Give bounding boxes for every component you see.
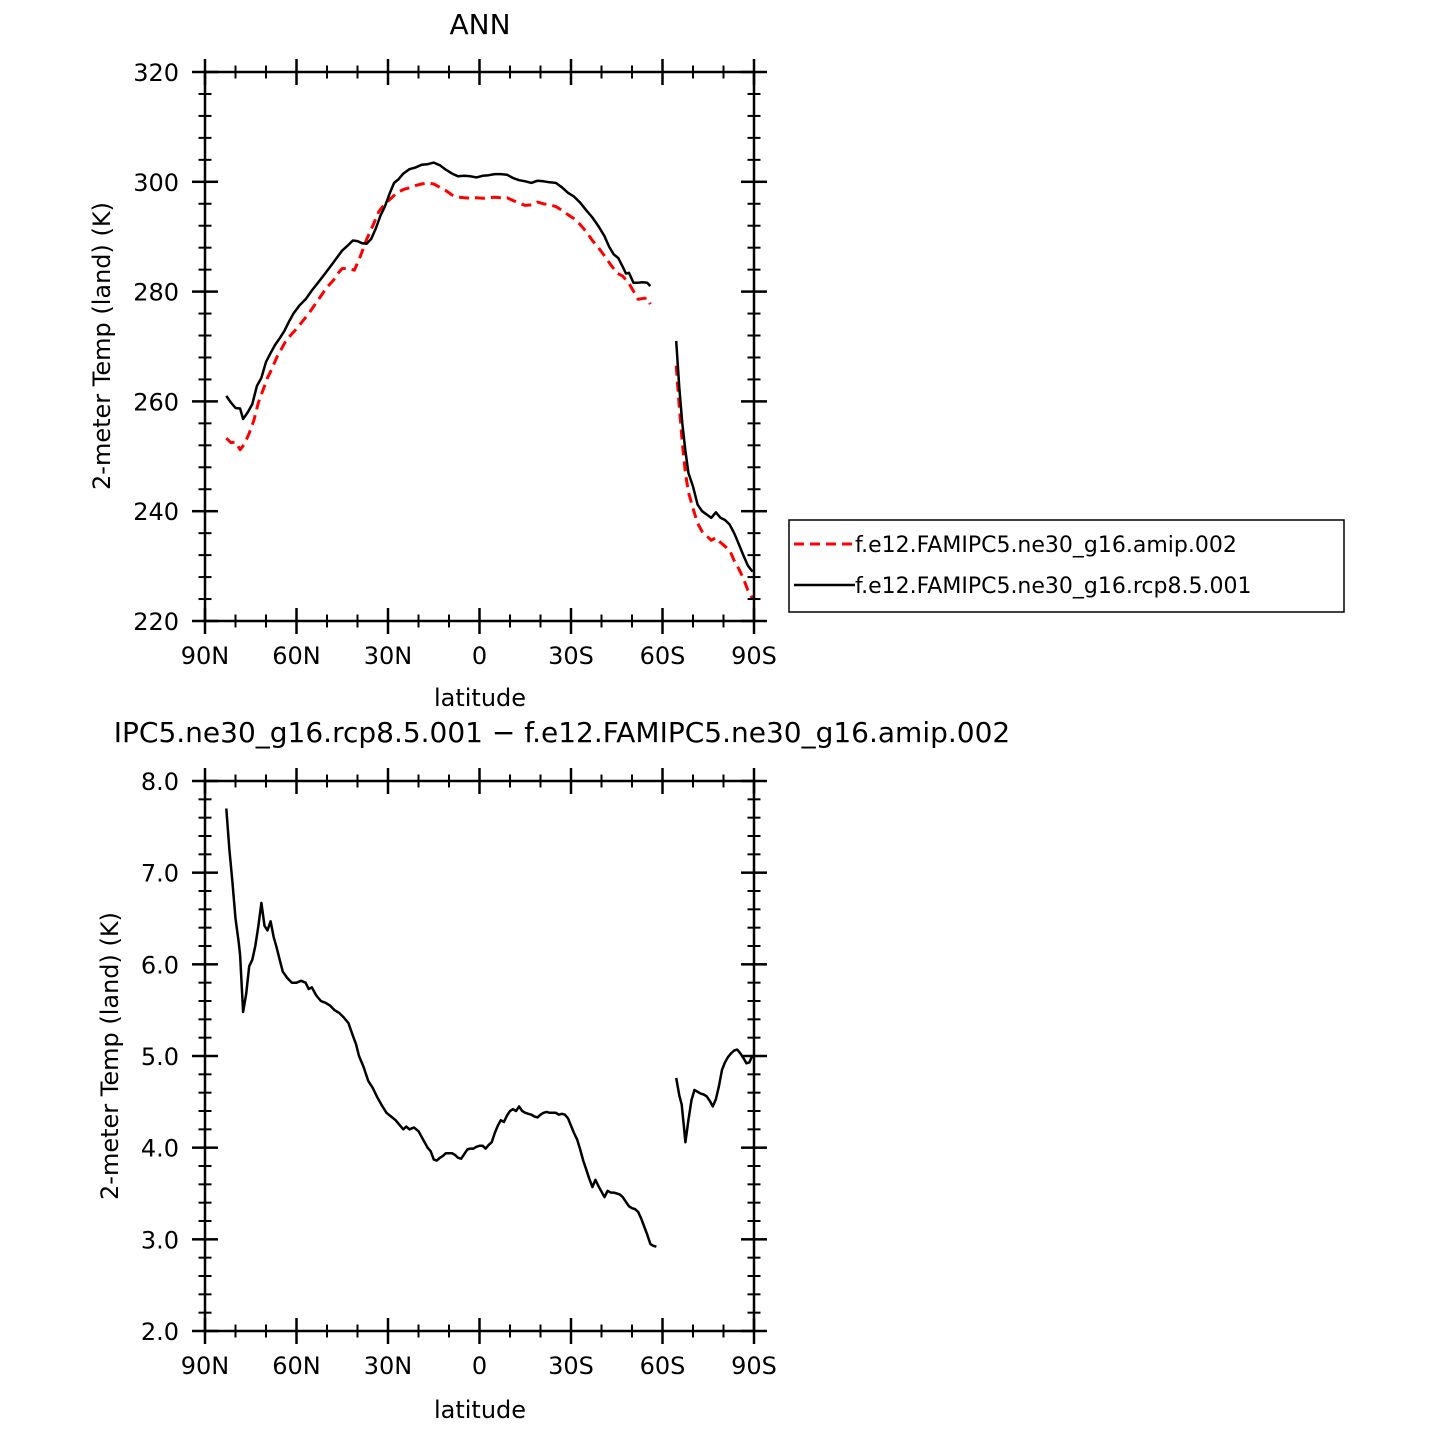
top-x-axis-label: latitude [434, 684, 526, 712]
bottom-y-tick-label: 4.0 [141, 1135, 179, 1163]
temperature-panel: ANN 90N 60N 30N 0 30S 60S 90S 220 240 260 280 300 32… [88, 8, 1345, 712]
top-y-tick-label: 300 [133, 169, 179, 197]
bottom-x-tick-label: 90S [731, 1352, 777, 1380]
top-series-1-line-segment-0 [225, 161, 652, 421]
top-x-tick-label: 30N [364, 642, 413, 670]
bottom-x-tick-label: 0 [472, 1352, 487, 1380]
bottom-y-tick-label: 7.0 [141, 860, 179, 888]
top-series-layer [225, 161, 754, 600]
top-x-tick-label: 90S [731, 642, 777, 670]
top-plot-frame [203, 70, 756, 623]
bottom-ticks-layer: 90N 60N 30N 0 30S 60S 90S 2.0 3.0 4.0 5.0 6.0 7.0 8.0 [141, 768, 777, 1380]
bottom-x-tick-label: 30S [548, 1352, 594, 1380]
top-series-0-line-segment-0 [225, 181, 652, 452]
top-y-tick-label: 280 [133, 279, 179, 307]
top-series-1-line-segment-1 [674, 340, 754, 573]
bottom-y-axis-label: 2-meter Temp (land) (K) [96, 912, 124, 1200]
top-x-tick-label: 30S [548, 642, 594, 670]
bottom-series-0-line-segment-1 [674, 1048, 754, 1144]
bottom-x-tick-label: 60N [272, 1352, 321, 1380]
top-y-tick-label: 240 [133, 498, 179, 526]
top-series-0-line-segment-1 [674, 365, 754, 600]
top-ticks-layer: 90N 60N 30N 0 30S 60S 90S 220 240 260 280 300 320 [133, 59, 777, 670]
bottom-y-tick-label: 6.0 [141, 951, 179, 979]
bottom-y-tick-label: 2.0 [141, 1318, 179, 1346]
bottom-y-tick-label: 5.0 [141, 1043, 179, 1071]
bottom-x-tick-label: 60S [640, 1352, 686, 1380]
legend-box [788, 519, 1345, 613]
difference-panel: IPC5.ne30_g16.rcp8.5.001 − f.e12.FAMIPC5… [96, 716, 1010, 1424]
legend: f.e12.FAMIPC5.ne30_g16.amip.002 f.e12.FA… [788, 519, 1345, 613]
legend-label-amip: f.e12.FAMIPC5.ne30_g16.amip.002 [855, 533, 1237, 558]
bottom-chart-title: IPC5.ne30_g16.rcp8.5.001 − f.e12.FAMIPC5… [114, 716, 1010, 749]
top-y-tick-label: 220 [133, 608, 179, 636]
bottom-x-axis-label: latitude [434, 1396, 526, 1424]
legend-label-rcp: f.e12.FAMIPC5.ne30_g16.rcp8.5.001 [855, 574, 1251, 599]
top-y-tick-label: 320 [133, 59, 179, 87]
top-x-tick-label: 60S [640, 642, 686, 670]
bottom-series-layer [225, 808, 754, 1248]
bottom-y-tick-label: 8.0 [141, 768, 179, 796]
top-chart-title: ANN [449, 8, 510, 41]
bottom-y-tick-label: 3.0 [141, 1226, 179, 1254]
top-x-tick-label: 60N [272, 642, 321, 670]
top-y-tick-label: 260 [133, 388, 179, 416]
bottom-x-tick-label: 30N [364, 1352, 413, 1380]
top-x-tick-label: 0 [472, 642, 487, 670]
top-x-tick-label: 90N [181, 642, 230, 670]
bottom-series-0-line-segment-0 [225, 808, 657, 1248]
bottom-x-tick-label: 90N [181, 1352, 230, 1380]
top-y-axis-label: 2-meter Temp (land) (K) [88, 202, 116, 490]
bottom-plot-frame [203, 779, 756, 1333]
